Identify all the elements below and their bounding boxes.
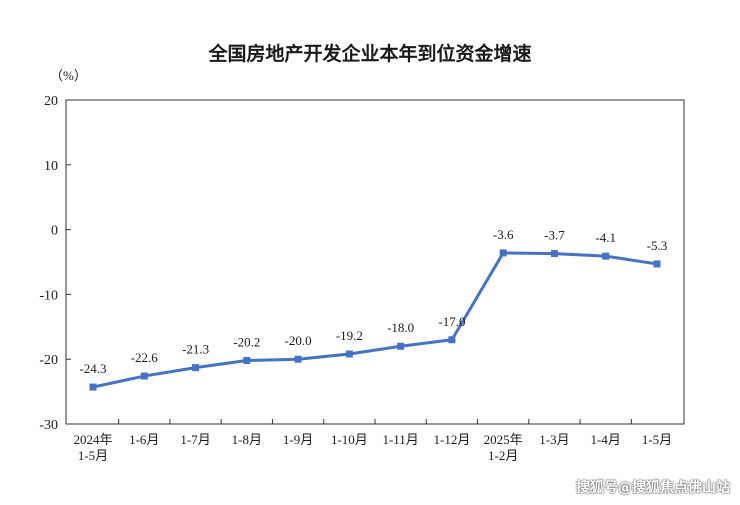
x-tick-label: 1-9月 bbox=[283, 432, 313, 447]
data-point bbox=[192, 364, 200, 372]
data-label: -3.6 bbox=[493, 227, 514, 242]
y-tick-labels: 20 10 0 -10 -20 -30 bbox=[39, 94, 58, 433]
data-label: -20.2 bbox=[233, 334, 260, 349]
x-tick-label: 1-10月 bbox=[331, 432, 368, 447]
y-tick-label: 0 bbox=[51, 224, 58, 239]
x-tick-label: 1-11月 bbox=[382, 432, 418, 447]
data-point bbox=[140, 372, 148, 380]
x-tick-label: 2024年 1-5月 bbox=[73, 432, 112, 463]
data-point bbox=[550, 250, 558, 258]
data-point bbox=[499, 249, 507, 257]
plot-frame bbox=[65, 99, 685, 425]
data-labels: -24.3 -22.6 -21.3 -20.2 -20.0 -19.2 -18.0 -17.0… bbox=[79, 227, 667, 376]
y-tick-label: -30 bbox=[39, 418, 58, 433]
data-point bbox=[345, 350, 353, 358]
data-label: -4.1 bbox=[595, 230, 616, 245]
x-tick-label: 1-3月 bbox=[539, 432, 569, 447]
data-label: -21.3 bbox=[182, 342, 209, 357]
data-point bbox=[653, 260, 661, 268]
data-point bbox=[397, 342, 405, 350]
data-label: -22.6 bbox=[131, 350, 159, 365]
x-tick-label: 1-6月 bbox=[129, 432, 159, 447]
x-tick-label: 1-4月 bbox=[591, 432, 621, 447]
y-tick-label: 20 bbox=[44, 94, 58, 109]
series-line-group bbox=[89, 249, 661, 391]
x-tick-label: 1-7月 bbox=[180, 432, 210, 447]
data-label: -17.0 bbox=[438, 314, 465, 329]
data-label: -24.3 bbox=[79, 361, 106, 376]
data-label: -5.3 bbox=[647, 238, 668, 253]
data-point bbox=[448, 336, 456, 344]
x-tick-labels: 2024年 1-5月 1-6月 1-7月 1-8月 1-9月 1-10月 1-11月 1-12月… bbox=[73, 432, 672, 463]
data-label: -3.7 bbox=[544, 228, 565, 243]
data-label: -19.2 bbox=[336, 328, 363, 343]
watermark: 搜狐号@搜狐焦点佛山站 bbox=[576, 480, 730, 496]
y-axis-unit: （%） bbox=[50, 68, 87, 83]
x-tick-label: 1-8月 bbox=[232, 432, 262, 447]
x-tick-label: 1-12月 bbox=[433, 432, 470, 447]
axes bbox=[65, 99, 685, 425]
y-tick-label: -20 bbox=[39, 353, 58, 368]
data-point bbox=[243, 356, 251, 364]
data-label: -20.0 bbox=[285, 333, 312, 348]
data-point bbox=[294, 355, 302, 363]
x-tick-label: 1-5月 bbox=[642, 432, 672, 447]
data-point bbox=[89, 383, 97, 391]
x-tick-label: 2025年 1-2月 bbox=[484, 432, 523, 463]
data-point bbox=[602, 252, 610, 260]
chart-title: 全国房地产开发企业本年到位资金增速 bbox=[207, 42, 531, 65]
data-label: -18.0 bbox=[387, 320, 414, 335]
y-tick-label: 10 bbox=[44, 159, 58, 174]
y-tick-label: -10 bbox=[39, 288, 58, 303]
series-line bbox=[92, 251, 658, 389]
